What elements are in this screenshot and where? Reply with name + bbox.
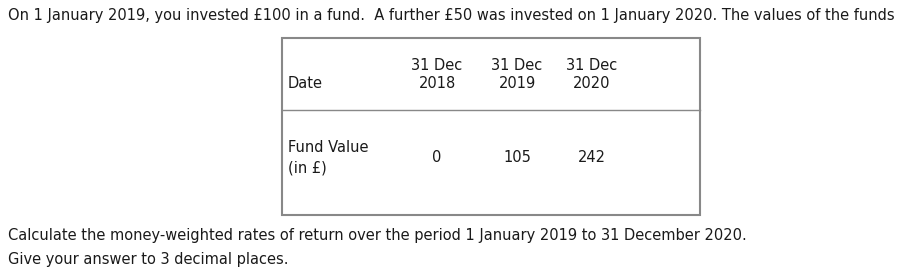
Text: (in £): (in £): [288, 161, 327, 175]
Bar: [282, 38, 700, 215]
Text: 0: 0: [432, 150, 442, 166]
Text: 2020: 2020: [573, 76, 611, 92]
Text: 31 Dec: 31 Dec: [567, 59, 618, 73]
Text: 2019: 2019: [498, 76, 535, 92]
Text: 2018: 2018: [418, 76, 455, 92]
Text: 105: 105: [503, 150, 531, 166]
Text: Calculate the money-weighted rates of return over the period 1 January 2019 to 3: Calculate the money-weighted rates of re…: [8, 228, 747, 243]
Text: Give your answer to 3 decimal places.: Give your answer to 3 decimal places.: [8, 252, 288, 267]
Text: On 1 January 2019, you invested £100 in a fund.  A further £50 was invested on 1: On 1 January 2019, you invested £100 in …: [8, 8, 898, 23]
Text: 31 Dec: 31 Dec: [491, 59, 542, 73]
Text: Fund Value: Fund Value: [288, 141, 368, 155]
Text: 242: 242: [578, 150, 606, 166]
Text: Date: Date: [288, 76, 323, 92]
Text: 31 Dec: 31 Dec: [411, 59, 462, 73]
